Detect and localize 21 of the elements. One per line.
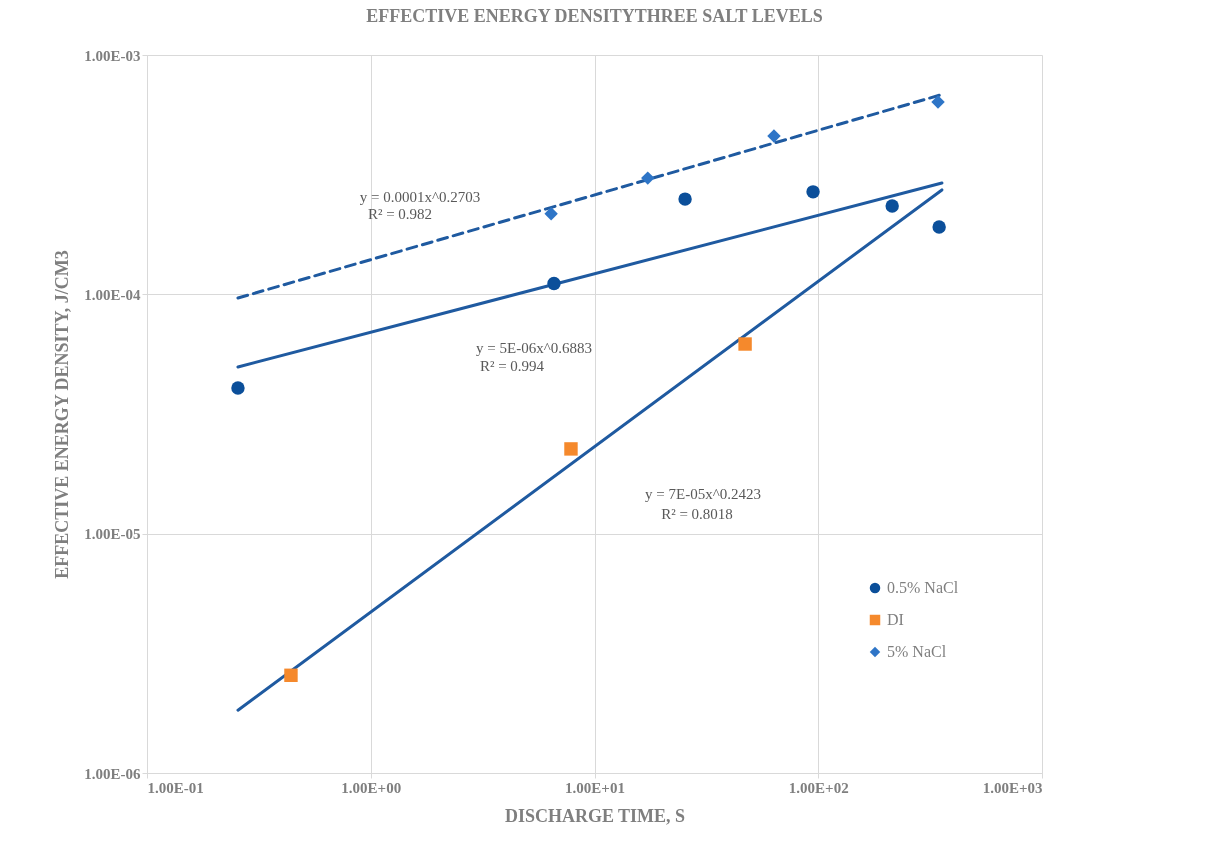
annotation: R² = 0.8018 [661, 506, 733, 522]
legend-label: 5% NaCl [887, 643, 947, 660]
y-axis-title: EFFECTIVE ENERGY DENSITY, J/CM3 [52, 250, 73, 579]
x-tick-label: 1.00E+02 [788, 779, 849, 796]
y-tick-label: 1.00E-03 [84, 47, 141, 64]
x-tick-label: 1.00E+03 [982, 779, 1043, 796]
annotation: y = 7E-05x^0.2423 [645, 486, 761, 502]
y-tick-label: 1.00E-06 [84, 765, 141, 782]
legend-label: DI [887, 611, 904, 628]
x-tick-label: 1.00E+00 [341, 779, 402, 796]
annotation: y = 0.0001x^0.2703 [359, 189, 481, 205]
y-tick-label: 1.00E-05 [84, 526, 141, 543]
x-tick-label: 1.00E-01 [147, 779, 204, 796]
annotation: y = 5E-06x^0.6883 [476, 340, 592, 356]
x-tick-label: 1.00E+01 [565, 779, 625, 796]
chart-title: EFFECTIVE ENERGY DENSITYTHREE SALT LEVELS [366, 6, 823, 26]
y-tick-label: 1.00E-04 [84, 286, 141, 303]
legend-label: 0.5% NaCl [887, 579, 959, 596]
annotation: R² = 0.982 [367, 206, 433, 222]
annotation: R² = 0.994 [479, 358, 545, 374]
x-axis-title: DISCHARGE TIME, S [504, 805, 686, 826]
